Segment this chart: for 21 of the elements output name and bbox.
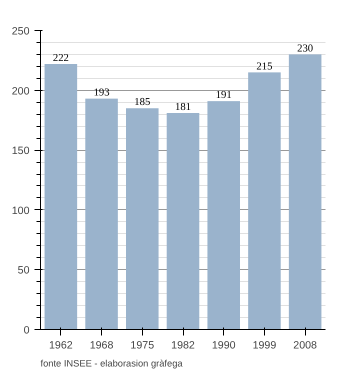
data-label: 230 (297, 43, 314, 54)
data-label: 193 (94, 88, 110, 99)
y-tick-label: 200 (12, 85, 30, 98)
data-label: 185 (134, 97, 150, 108)
data-label: 191 (216, 90, 232, 102)
data-label: 222 (52, 52, 69, 64)
x-tick-label: 1990 (212, 340, 236, 352)
x-tick-label: 2008 (293, 340, 318, 352)
x-tick-label: 1982 (171, 340, 195, 352)
y-tick-label: 100 (12, 204, 30, 217)
y-tick-label: 0 (24, 324, 30, 336)
x-tick-label: 1975 (130, 340, 154, 352)
y-tick-label: 150 (12, 145, 30, 158)
y-tick-label: 50 (18, 264, 30, 277)
source-note: fonte INSEE - elaborasion gràfega (40, 358, 184, 368)
x-tick-label: 1962 (49, 340, 73, 352)
data-label: 181 (175, 102, 191, 114)
data-label: 215 (256, 61, 272, 72)
y-tick-label: 250 (12, 26, 30, 38)
x-tick-label: 1968 (90, 340, 114, 352)
x-tick-label: 1999 (252, 340, 276, 352)
